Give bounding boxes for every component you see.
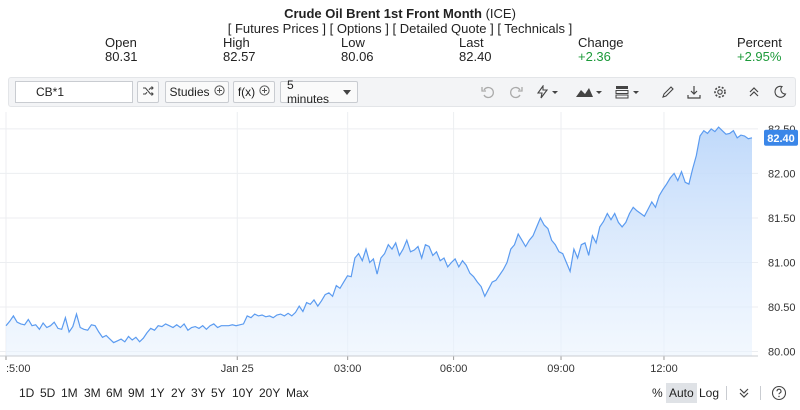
range-5d[interactable]: 5D — [40, 386, 56, 400]
y-tick-label: 81.50 — [768, 213, 796, 225]
shuffle-icon — [142, 85, 154, 100]
range-20y[interactable]: 20Y — [259, 386, 281, 400]
studies-button[interactable]: Studies — [165, 81, 229, 103]
range-1y[interactable]: 1Y — [150, 386, 165, 400]
scale-auto-button[interactable]: Auto — [666, 383, 697, 403]
stat-label: Open — [105, 35, 137, 50]
plus-circle-icon — [213, 85, 225, 99]
stat-last: Last 82.40 — [459, 36, 492, 64]
functions-label: f(x) — [237, 85, 256, 99]
scale-log-button[interactable]: Log — [699, 386, 720, 400]
scale-percent-button[interactable]: % — [652, 386, 663, 400]
y-tick-label: 82.00 — [768, 168, 796, 180]
x-tick-label: :5:00 — [6, 363, 30, 374]
mountain-chart-icon[interactable] — [575, 84, 603, 100]
studies-label: Studies — [169, 85, 210, 99]
stat-value: 82.40 — [459, 49, 492, 64]
link-futures-prices[interactable]: [ Futures Prices ] — [227, 21, 327, 36]
range-9m[interactable]: 9M — [128, 386, 145, 400]
chevron-down-icon — [343, 85, 351, 99]
price-line — [5, 126, 753, 344]
link-detailed-quote[interactable]: [ Detailed Quote ] — [392, 21, 494, 36]
stat-value: +2.36 — [578, 49, 611, 64]
footer-divider — [760, 386, 761, 400]
exchange-label: (ICE) — [485, 6, 516, 21]
interval-label: 5 minutes — [287, 78, 330, 106]
quote-stats: Open 80.31 High 82.57 Low 80.06 Last 82.… — [0, 36, 800, 66]
quote-header: Crude Oil Brent 1st Front Month (ICE) [ … — [0, 0, 800, 72]
x-tick-label: 09:00 — [547, 363, 575, 374]
lightning-icon[interactable] — [535, 84, 561, 100]
stat-value: 82.57 — [223, 49, 256, 64]
double-chevron-down-icon[interactable] — [735, 384, 753, 402]
quote-links: [ Futures Prices ] [ Options ] [ Detaile… — [0, 21, 800, 36]
y-tick-label: 81.00 — [768, 257, 796, 269]
stat-value: 80.31 — [105, 49, 138, 64]
interval-select[interactable]: 5 minutes — [280, 78, 358, 106]
plus-circle-icon — [259, 85, 270, 99]
y-tick-label: 80.50 — [768, 302, 796, 314]
range-2y[interactable]: 2Y — [171, 386, 186, 400]
stat-low: Low 80.06 — [341, 36, 374, 64]
stat-change: Change +2.36 — [578, 36, 624, 64]
range-5y[interactable]: 5Y — [211, 386, 226, 400]
help-icon[interactable] — [770, 384, 788, 402]
pencil-icon[interactable] — [659, 84, 677, 100]
undo-icon[interactable] — [479, 84, 497, 100]
gear-icon[interactable] — [711, 84, 729, 100]
range-6m[interactable]: 6M — [106, 386, 123, 400]
link-options[interactable]: [ Options ] — [329, 21, 389, 36]
footer-divider — [726, 386, 727, 400]
range-1d[interactable]: 1D — [19, 386, 35, 400]
range-1m[interactable]: 1M — [61, 386, 78, 400]
x-tick-label: 12:00 — [650, 363, 678, 374]
stat-label: Last — [459, 35, 484, 50]
chart-toolbar: Studies f(x) 5 minutes — [8, 77, 796, 107]
stat-label: High — [223, 35, 250, 50]
shuffle-button[interactable] — [137, 81, 159, 103]
range-10y[interactable]: 10Y — [232, 386, 254, 400]
x-tick-label: 06:00 — [440, 363, 468, 374]
stat-value: +2.95% — [737, 49, 782, 64]
x-tick-label: Jan 25 — [221, 363, 254, 374]
redo-icon[interactable] — [507, 84, 525, 100]
last-price-marker: 82.40 — [764, 129, 798, 146]
download-icon[interactable] — [685, 84, 703, 100]
moon-icon[interactable] — [771, 84, 789, 100]
chevrons-up-icon[interactable] — [745, 84, 763, 100]
quote-title-line: Crude Oil Brent 1st Front Month (ICE) — [0, 6, 800, 21]
price-area — [6, 127, 752, 356]
stat-high: High 82.57 — [223, 36, 256, 64]
symbol-input[interactable] — [15, 81, 133, 103]
x-tick-label: 03:00 — [334, 363, 362, 374]
chart-footer: 1D 5D 1M 3M 6M 9M 1Y 2Y 3Y 5Y 10Y 20Y Ma… — [0, 380, 800, 406]
last-price-label: 82.40 — [767, 133, 795, 145]
stat-label: Low — [341, 35, 365, 50]
stat-open: Open 80.31 — [105, 36, 138, 64]
functions-button[interactable]: f(x) — [233, 81, 275, 103]
y-tick-label: 80.00 — [768, 347, 796, 359]
stat-label: Percent — [737, 35, 782, 50]
stat-value: 80.06 — [341, 49, 374, 64]
range-3y[interactable]: 3Y — [191, 386, 206, 400]
range-max[interactable]: Max — [286, 386, 309, 400]
stat-percent: Percent +2.95% — [737, 36, 782, 64]
instrument-title: Crude Oil Brent 1st Front Month — [284, 6, 482, 21]
range-3m[interactable]: 3M — [84, 386, 101, 400]
link-technicals[interactable]: [ Technicals ] — [497, 21, 573, 36]
template-icon[interactable] — [614, 84, 642, 100]
stat-label: Change — [578, 35, 624, 50]
